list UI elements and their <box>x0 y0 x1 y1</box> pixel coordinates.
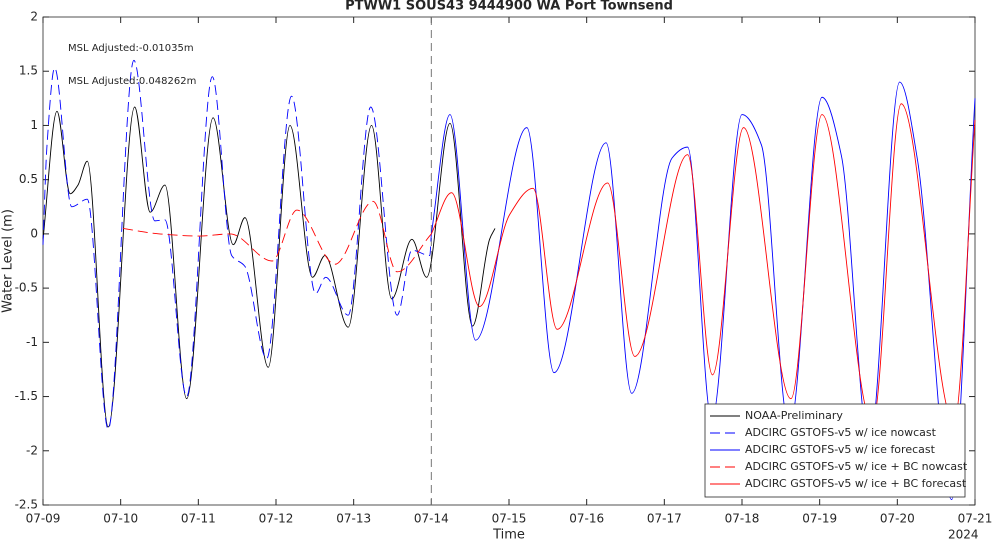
x-tick-label: 07-11 <box>181 512 216 526</box>
x-tick-label: 07-15 <box>492 512 527 526</box>
x-tick-label: 07-20 <box>880 512 915 526</box>
x-year-label: 2024 <box>948 528 979 541</box>
x-tick-label: 07-13 <box>336 512 371 526</box>
series-line <box>42 59 432 430</box>
series-line <box>122 200 432 273</box>
y-tick-label: 0.5 <box>19 172 38 186</box>
series-line <box>42 106 496 428</box>
y-tick-label: -2.5 <box>15 498 38 512</box>
legend-label: ADCIRC GSTOFS-v5 w/ ice nowcast <box>745 426 937 439</box>
y-tick-label: -1 <box>26 335 38 349</box>
x-tick-label: 07-10 <box>103 512 138 526</box>
x-axis-label: Time <box>492 528 525 541</box>
x-tick-label: 07-16 <box>569 512 604 526</box>
legend-label: ADCIRC GSTOFS-v5 w/ ice + BC forecast <box>745 477 967 490</box>
legend-label: NOAA-Preliminary <box>745 409 843 422</box>
y-tick-label: -2 <box>26 443 38 457</box>
y-tick-label: 1.5 <box>19 64 38 78</box>
legend-label: ADCIRC GSTOFS-v5 w/ ice + BC nowcast <box>745 460 968 473</box>
x-tick-label: 07-14 <box>414 512 449 526</box>
legend-box <box>704 403 966 498</box>
y-tick-label: 2 <box>30 10 38 24</box>
x-tick-label: 07-21 <box>958 512 992 526</box>
y-axis-label: Water Level (m) <box>1 209 16 313</box>
chart-title: PTWW1 SOUS43 9444900 WA Port Townsend <box>345 0 673 14</box>
x-tick-label: 07-17 <box>647 512 682 526</box>
x-tick-label: 07-18 <box>725 512 760 526</box>
x-tick-label: 07-12 <box>259 512 294 526</box>
annotation: MSL Adjusted:0.048262m <box>68 76 196 87</box>
legend-label: ADCIRC GSTOFS-v5 w/ ice forecast <box>745 443 936 456</box>
x-tick-label: 07-09 <box>26 512 61 526</box>
y-tick-label: 1 <box>30 118 38 132</box>
y-tick-label: -0.5 <box>15 281 38 295</box>
series-line <box>430 81 976 501</box>
y-tick-label: -1.5 <box>15 389 38 403</box>
annotation: MSL Adjusted:-0.01035m <box>68 43 194 54</box>
y-tick-label: 0 <box>30 226 38 240</box>
x-tick-label: 07-19 <box>802 512 837 526</box>
series-line <box>430 103 976 425</box>
